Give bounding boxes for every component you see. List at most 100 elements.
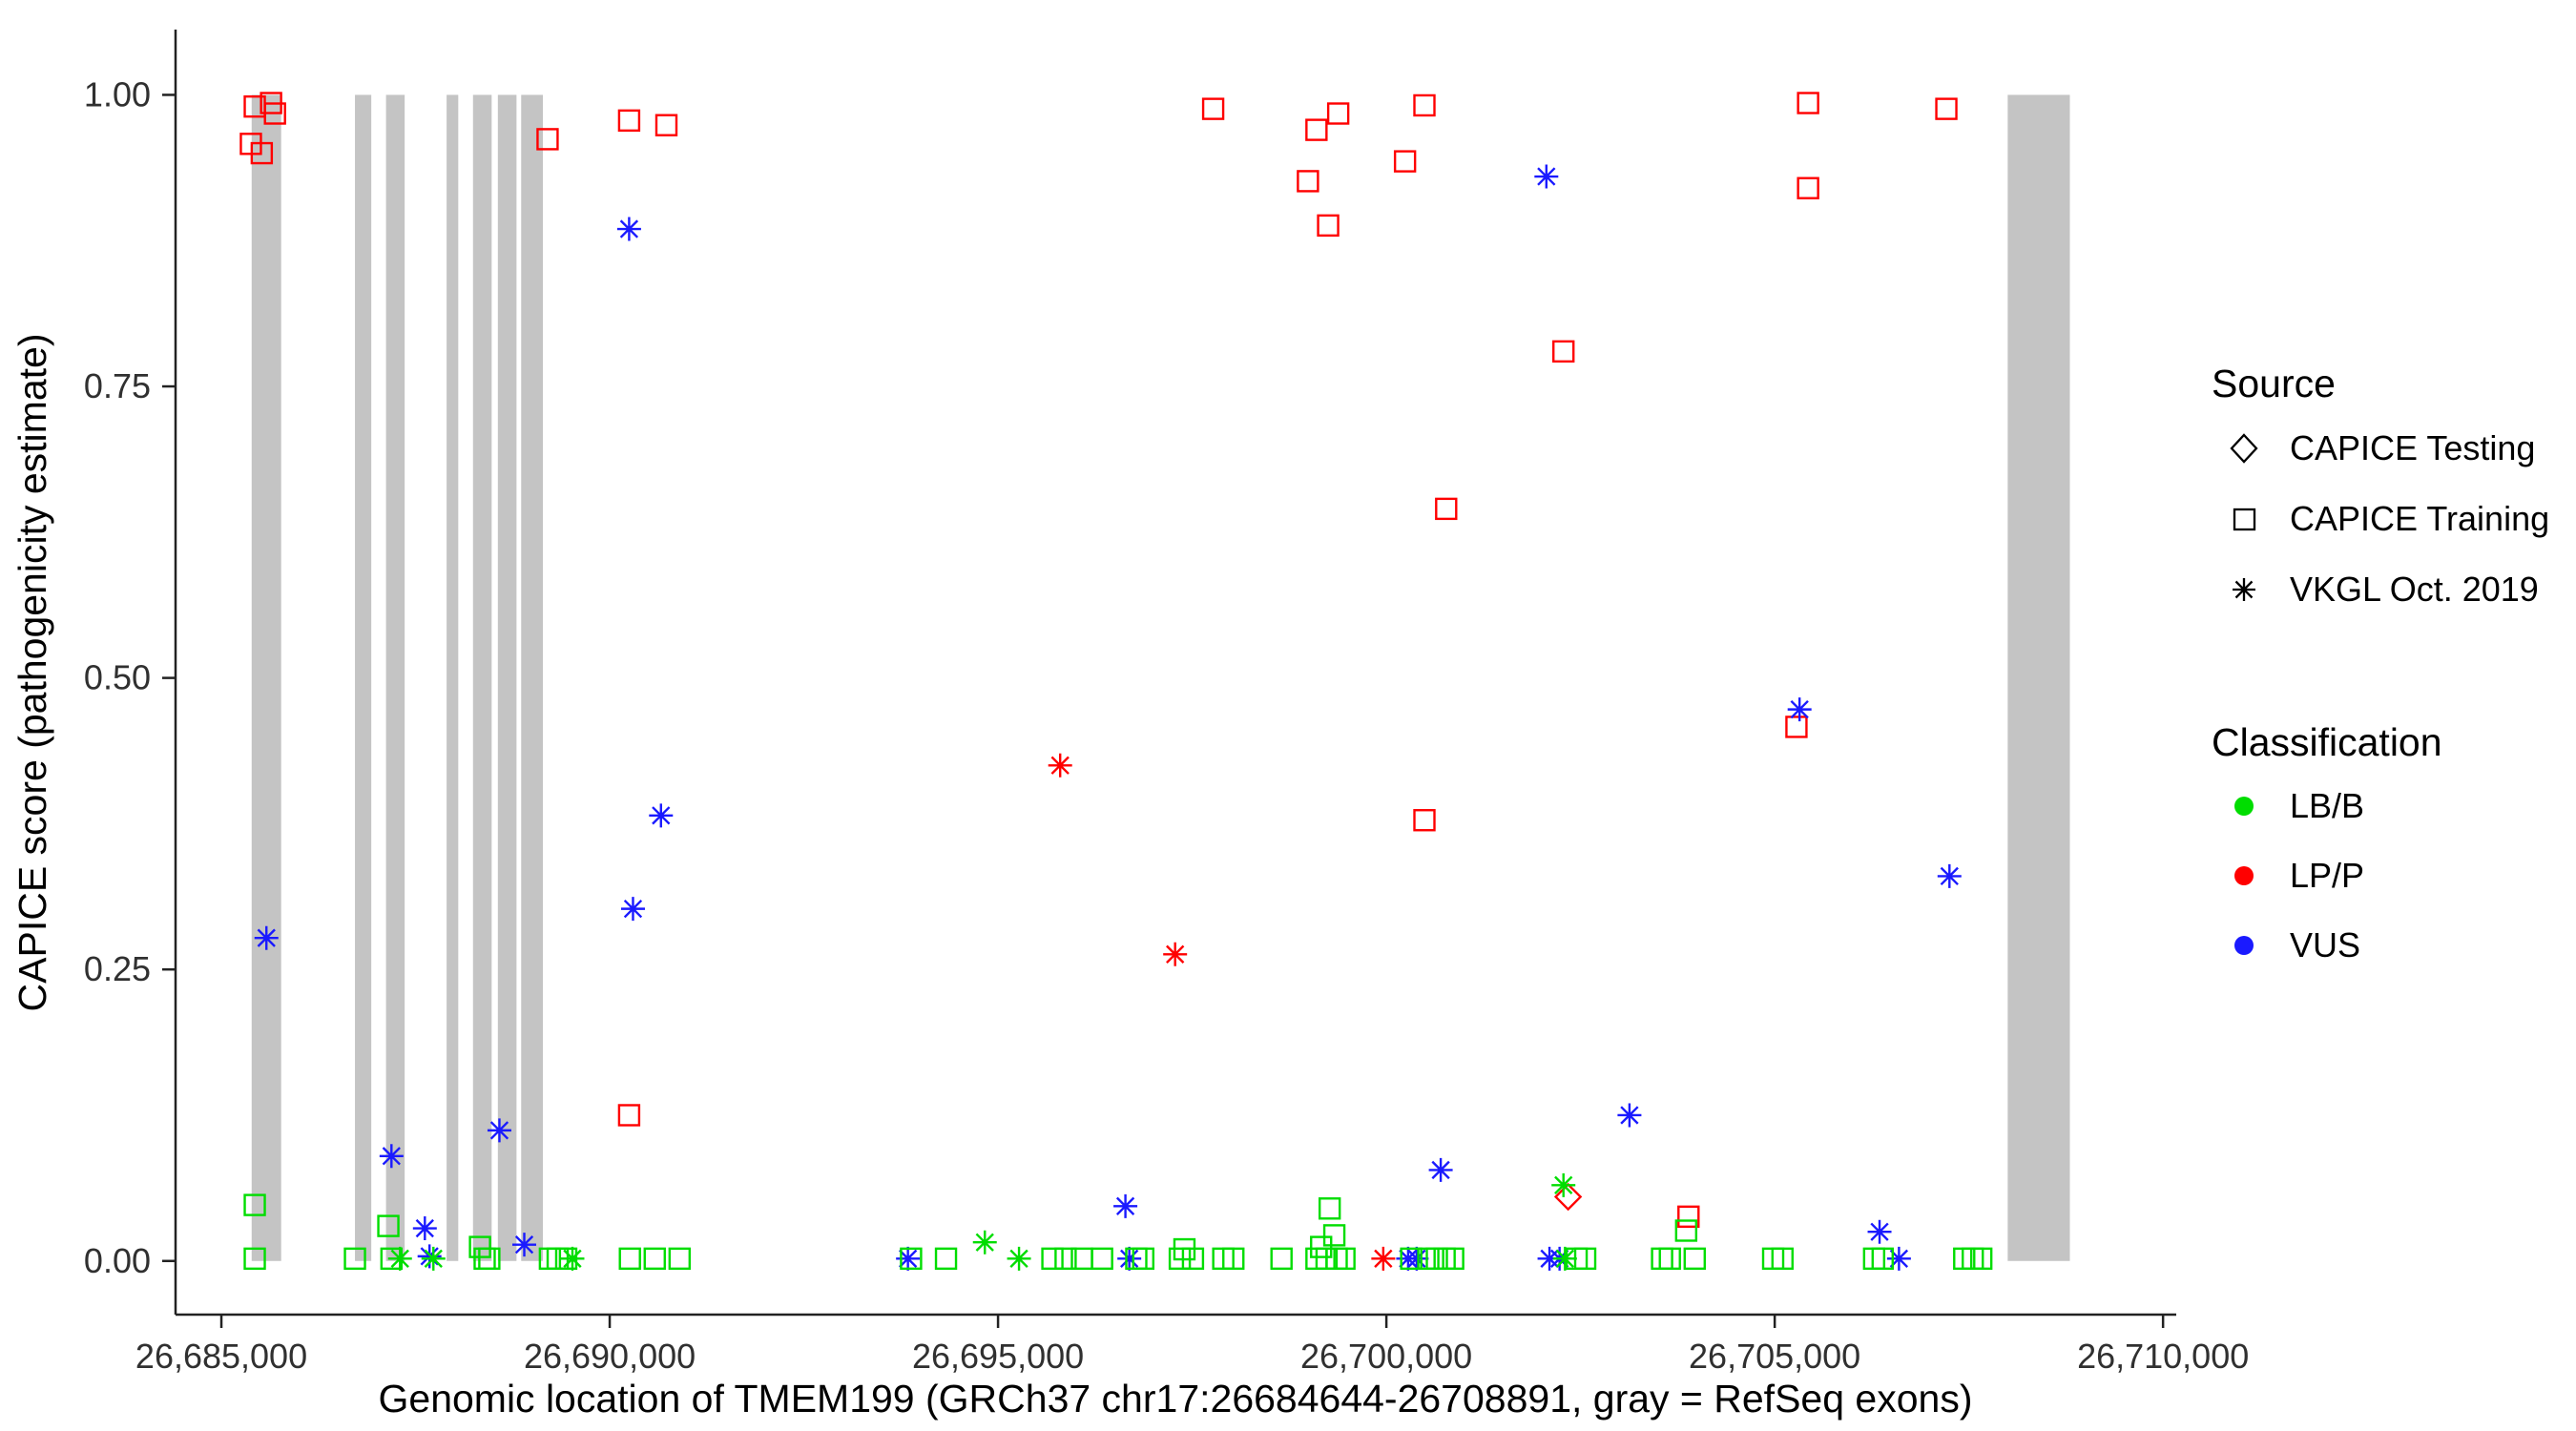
data-point — [1270, 1247, 1293, 1271]
data-point — [379, 1144, 404, 1169]
data-point — [934, 1247, 958, 1271]
data-point — [1785, 716, 1808, 738]
legend-label-capice-training: CAPICE Training — [2290, 499, 2549, 538]
exon-bar — [251, 94, 281, 1261]
exon-bar — [447, 94, 459, 1261]
data-point — [900, 1247, 923, 1271]
data-point — [1683, 1247, 1706, 1271]
data-point — [643, 1247, 666, 1271]
data-point — [243, 1247, 266, 1271]
data-point — [616, 217, 641, 241]
data-point — [1871, 1247, 1894, 1271]
data-point — [1371, 1246, 1396, 1271]
data-point — [617, 1104, 641, 1127]
y-tick-label: 0.00 — [84, 1241, 151, 1280]
x-tick-label: 26,695,000 — [912, 1337, 1084, 1376]
data-point — [1326, 102, 1350, 125]
data-point — [1797, 176, 1819, 199]
data-point — [536, 128, 559, 151]
data-point — [1054, 1247, 1077, 1271]
data-point — [1333, 1247, 1356, 1271]
data-point — [243, 1193, 266, 1216]
data-point — [1413, 809, 1436, 832]
data-point — [560, 1246, 585, 1271]
lpp-dot-icon — [2234, 866, 2254, 885]
legend-label-lbb: LB/B — [2290, 786, 2364, 825]
data-point — [1091, 1247, 1113, 1271]
data-point — [1413, 93, 1436, 117]
data-point — [250, 141, 274, 165]
legend-source-title: Source — [2212, 362, 2336, 405]
data-point — [1222, 1247, 1245, 1271]
data-point — [1534, 164, 1559, 189]
square-icon — [2233, 508, 2256, 531]
data-point — [412, 1216, 437, 1241]
data-point — [649, 803, 674, 828]
data-point — [896, 1246, 921, 1271]
data-point — [512, 1233, 537, 1257]
data-point — [654, 114, 678, 136]
y-tick-label: 0.75 — [84, 366, 151, 405]
data-point — [1048, 753, 1072, 778]
data-point — [1113, 1193, 1138, 1218]
data-point — [1132, 1247, 1155, 1271]
data-point — [263, 102, 286, 125]
exon-bar — [355, 94, 372, 1261]
x-tick-label: 26,690,000 — [524, 1337, 696, 1376]
exon-bar — [497, 94, 517, 1261]
legend-label-capice-testing: CAPICE Testing — [2290, 428, 2535, 467]
x-axis-title: Genomic location of TMEM199 (GRCh37 chr1… — [379, 1377, 1973, 1421]
x-tick-label: 26,705,000 — [1689, 1337, 1860, 1376]
data-point — [1310, 1235, 1333, 1258]
y-tick-label: 0.50 — [84, 658, 151, 697]
data-point — [254, 925, 279, 950]
exon-bar — [2007, 94, 2070, 1261]
legend-classification-title: Classification — [2212, 720, 2442, 764]
data-point — [1886, 1246, 1911, 1271]
data-point — [1935, 97, 1958, 120]
data-point — [387, 1246, 412, 1271]
data-point — [1771, 1247, 1794, 1271]
data-point — [1404, 1246, 1429, 1271]
data-point — [1617, 1103, 1642, 1128]
y-axis-title: CAPICE score (pathogenicity estimate) — [10, 334, 54, 1012]
legend: Source CAPICE Testing CAPICE Training VK… — [2212, 362, 2549, 964]
data-point — [1787, 697, 1812, 722]
data-point — [1797, 92, 1819, 114]
data-point — [1297, 170, 1319, 193]
data-point — [1322, 1224, 1346, 1247]
data-point — [1867, 1219, 1892, 1244]
data-point — [1318, 1197, 1341, 1220]
data-point — [1201, 97, 1225, 120]
data-point — [1573, 1247, 1597, 1271]
data-point — [1658, 1247, 1681, 1271]
data-point — [343, 1247, 366, 1271]
data-point — [1117, 1246, 1142, 1271]
data-point — [1305, 118, 1328, 141]
data-point — [1552, 1246, 1577, 1271]
data-point — [972, 1230, 997, 1255]
data-point — [1551, 1172, 1576, 1197]
data-point — [1937, 863, 1962, 888]
data-point — [554, 1247, 578, 1271]
exon-bar — [521, 94, 544, 1261]
exon-bar — [385, 94, 405, 1261]
exon-bar — [472, 94, 492, 1261]
data-point — [1435, 497, 1458, 521]
diamond-icon — [2230, 433, 2258, 464]
data-point — [1181, 1247, 1205, 1271]
y-tick-label: 1.00 — [84, 74, 151, 114]
data-point — [1007, 1246, 1031, 1271]
data-point — [620, 897, 645, 922]
data-point — [1393, 150, 1417, 173]
legend-label-vkgl: VKGL Oct. 2019 — [2290, 570, 2539, 609]
data-point — [668, 1247, 692, 1271]
data-point — [617, 109, 641, 133]
data-point — [1651, 1247, 1673, 1271]
data-point — [487, 1118, 511, 1143]
vus-dot-icon — [2234, 936, 2254, 955]
data-point — [1163, 942, 1188, 966]
x-tick-label: 26,685,000 — [135, 1337, 307, 1376]
